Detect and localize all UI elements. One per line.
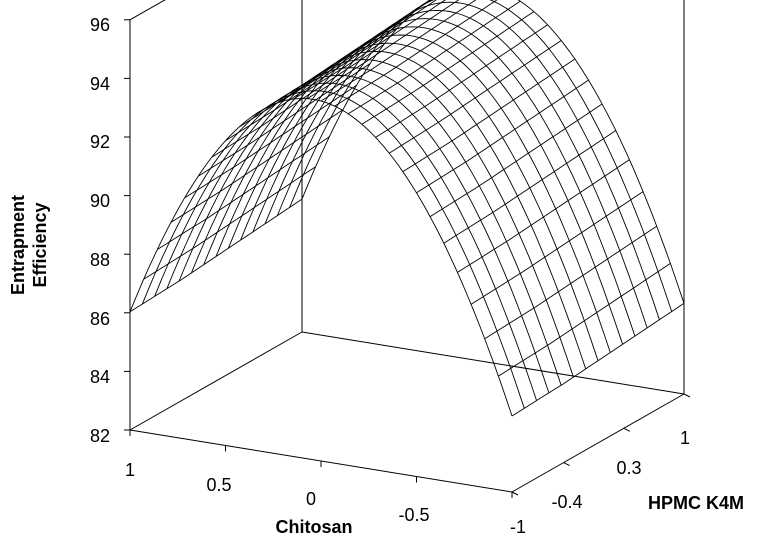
z-tick-label: 96 — [90, 15, 110, 35]
surface-arch-line — [166, 74, 550, 394]
surface-arch-line — [190, 59, 574, 378]
surface-arch-line — [264, 9, 648, 329]
z-tick-label: 86 — [90, 309, 110, 329]
x-axis-ticks: 1 0.5 0 -0.5 — [125, 460, 430, 525]
surface-arch-line — [215, 42, 599, 361]
y-axis-ticks: 1 0.3 -0.4 -1 — [510, 428, 690, 537]
surface-rib-line — [211, 44, 385, 158]
z-tick-label: 94 — [90, 74, 110, 94]
surface-rib-line — [293, 0, 446, 100]
z-tick-label: 92 — [90, 132, 110, 152]
surface-arch-line — [154, 82, 538, 401]
surface-arch-line — [301, 0, 685, 304]
surface-rib-line — [388, 40, 562, 154]
surface-rib-line — [511, 302, 685, 417]
surface-arch-line — [203, 50, 587, 370]
y-tick-label: -0.4 — [551, 492, 582, 512]
surface-mesh — [129, 0, 685, 417]
surface-rib-line — [143, 166, 316, 280]
surface-arch-line — [141, 90, 525, 409]
surface-rib-line — [157, 136, 330, 250]
z-axis-title-line-2: Efficiency — [30, 202, 50, 287]
x-tick-label: -0.5 — [398, 505, 429, 525]
y-axis-title: HPMC K4M — [648, 493, 744, 513]
y-tick-mark — [623, 427, 631, 432]
surface-rib-line — [197, 63, 371, 177]
surface-rib-line — [279, 0, 437, 103]
z-axis-title-line-1: Entrapment — [8, 195, 28, 295]
surface-rib-line — [457, 159, 630, 273]
x-tick-label: 0 — [306, 489, 316, 509]
y-tick-mark — [683, 393, 691, 398]
surface-arch-line — [276, 1, 660, 320]
floor-edge — [129, 331, 303, 431]
surface-rib-line — [416, 79, 589, 194]
surface-arch-line — [289, 0, 673, 312]
surface-rib-line — [402, 58, 576, 172]
surface-rib-line — [252, 2, 426, 117]
surface-rib-line — [375, 24, 548, 138]
wall-top-edge — [129, 0, 166, 21]
surface-rib-line — [320, 0, 477, 102]
surface-arch-line — [129, 97, 513, 417]
floor-edge — [511, 393, 685, 493]
surface-rib-line — [498, 263, 671, 377]
surface-arch-line — [178, 67, 562, 386]
surface-rib-line — [443, 130, 617, 244]
z-tick-label: 84 — [90, 367, 110, 387]
x-axis-title: Chitosan — [275, 517, 352, 537]
z-axis-ticks: 82 84 86 88 90 92 94 96 — [90, 15, 110, 446]
floor-edge — [301, 331, 685, 395]
surface-rib-line — [334, 0, 498, 107]
x-tick-label: 0.5 — [206, 475, 231, 495]
z-tick-label: 88 — [90, 250, 110, 270]
surface-rib-line — [361, 11, 535, 125]
surface-rib-line — [225, 27, 398, 142]
surface-rib-line — [429, 103, 603, 217]
y-tick-label: 1 — [680, 428, 690, 448]
y-tick-label: -1 — [510, 517, 526, 537]
y-tick-mark — [511, 491, 519, 496]
surface-rib-line — [348, 0, 521, 115]
z-tick-label: 82 — [90, 426, 110, 446]
surface-rib-line — [484, 225, 657, 340]
surface-rib-line — [307, 0, 460, 99]
chart-frame — [124, 0, 691, 498]
surface-rib-line — [170, 109, 344, 223]
x-tick-label: 1 — [125, 460, 135, 480]
z-axis-title: Entrapment Efficiency — [8, 195, 50, 295]
surface-rib-line — [184, 84, 357, 199]
y-tick-mark — [563, 462, 570, 467]
surface-rib-line — [470, 191, 644, 305]
z-tick-label: 90 — [90, 191, 110, 211]
y-tick-label: 0.3 — [616, 458, 641, 478]
surface-rib-line — [129, 198, 303, 313]
surface-rib-line — [238, 13, 412, 128]
